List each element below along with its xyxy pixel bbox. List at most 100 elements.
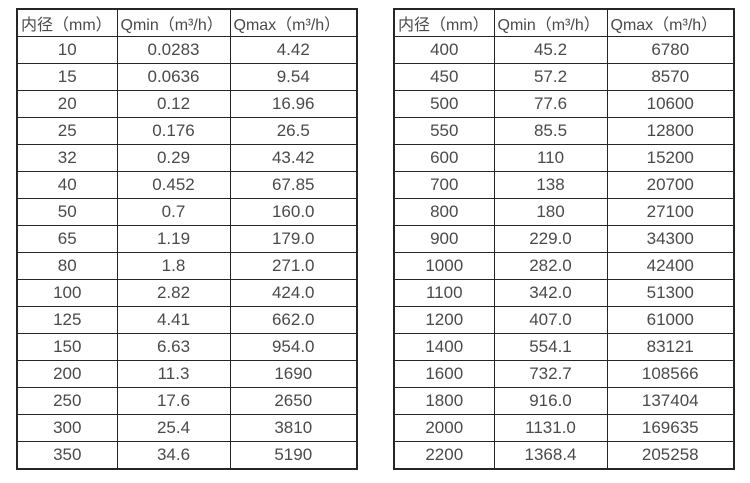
table-cell: 67.85 [229, 171, 358, 199]
table-cell: 25 [16, 117, 118, 145]
table-cell: 12800 [606, 117, 735, 145]
table-cell: 150 [16, 333, 118, 361]
table-cell: 0.7 [116, 198, 231, 226]
table-row: 10 0.0283 4.42 [16, 36, 358, 64]
table-cell: 160.0 [229, 198, 358, 226]
table-cell: 0.0636 [116, 63, 231, 91]
table-cell: 8570 [606, 63, 735, 91]
table-row: 1200 407.0 61000 [393, 306, 735, 334]
table-row: 900 229.0 34300 [393, 225, 735, 253]
table-row: 800 180 27100 [393, 198, 735, 226]
table-cell: 16.96 [229, 90, 358, 118]
table-row: 80 1.8 271.0 [16, 252, 358, 280]
table-cell: 250 [16, 387, 118, 415]
table-row: 40 0.452 67.85 [16, 171, 358, 199]
table-cell: 662.0 [229, 306, 358, 334]
table-cell: 180 [493, 198, 608, 226]
table-cell: 1690 [229, 360, 358, 388]
table-row: 450 57.2 8570 [393, 63, 735, 91]
table-cell: 169635 [606, 414, 735, 442]
table-row: 200 11.3 1690 [16, 360, 358, 388]
table-cell: 0.0283 [116, 36, 231, 64]
table-cell: 10600 [606, 90, 735, 118]
table-row: 1800 916.0 137404 [393, 387, 735, 415]
table-cell: 77.6 [493, 90, 608, 118]
table-cell: 600 [393, 144, 495, 172]
table-cell: 342.0 [493, 279, 608, 307]
table-row: 65 1.19 179.0 [16, 225, 358, 253]
table-cell: 51300 [606, 279, 735, 307]
table-cell: 61000 [606, 306, 735, 334]
table-cell: 1368.4 [493, 441, 608, 470]
table-cell: 100 [16, 279, 118, 307]
table-cell: 45.2 [493, 36, 608, 64]
table-row: 600 110 15200 [393, 144, 735, 172]
table-row: 150 6.63 954.0 [16, 333, 358, 361]
table-header-row: 内径（mm） Qmin（m³/h） Qmax（m³/h） [393, 8, 735, 37]
table-row: 15 0.0636 9.54 [16, 63, 358, 91]
table-cell: 1.8 [116, 252, 231, 280]
table-cell: 2000 [393, 414, 495, 442]
table-cell: 34300 [606, 225, 735, 253]
table-row: 700 138 20700 [393, 171, 735, 199]
table-cell: 0.12 [116, 90, 231, 118]
table-cell: 25.4 [116, 414, 231, 442]
table-cell: 138 [493, 171, 608, 199]
table-cell: 1100 [393, 279, 495, 307]
table-cell: 2.82 [116, 279, 231, 307]
table-cell: 700 [393, 171, 495, 199]
header-qmin: Qmin（m³/h） [493, 8, 608, 37]
table-cell: 20 [16, 90, 118, 118]
table-cell: 1200 [393, 306, 495, 334]
table-row: 1600 732.7 108566 [393, 360, 735, 388]
table-cell: 550 [393, 117, 495, 145]
header-inner-diameter: 内径（mm） [393, 8, 495, 37]
table-cell: 0.29 [116, 144, 231, 172]
table-cell: 15 [16, 63, 118, 91]
table-row: 350 34.6 5190 [16, 441, 358, 470]
table-row: 1400 554.1 83121 [393, 333, 735, 361]
table-row: 100 2.82 424.0 [16, 279, 358, 307]
flow-spec-table-large: 内径（mm） Qmin（m³/h） Qmax（m³/h） 400 45.2 6780… [393, 8, 735, 470]
table-cell: 900 [393, 225, 495, 253]
table-row: 2200 1368.4 205258 [393, 441, 735, 470]
table-cell: 110 [493, 144, 608, 172]
table-row: 300 25.4 3810 [16, 414, 358, 442]
table-cell: 5190 [229, 441, 358, 470]
table-cell: 85.5 [493, 117, 608, 145]
table-cell: 3810 [229, 414, 358, 442]
table-cell: 0.176 [116, 117, 231, 145]
table-cell: 9.54 [229, 63, 358, 91]
table-cell: 17.6 [116, 387, 231, 415]
table-cell: 108566 [606, 360, 735, 388]
table-cell: 43.42 [229, 144, 358, 172]
table-cell: 1800 [393, 387, 495, 415]
table-cell: 424.0 [229, 279, 358, 307]
table-cell: 137404 [606, 387, 735, 415]
table-cell: 200 [16, 360, 118, 388]
table-row: 32 0.29 43.42 [16, 144, 358, 172]
table-cell: 11.3 [116, 360, 231, 388]
table-row: 400 45.2 6780 [393, 36, 735, 64]
table-row: 50 0.7 160.0 [16, 198, 358, 226]
table-cell: 1.19 [116, 225, 231, 253]
table-row: 550 85.5 12800 [393, 117, 735, 145]
table-cell: 83121 [606, 333, 735, 361]
table-row: 125 4.41 662.0 [16, 306, 358, 334]
header-qmin: Qmin（m³/h） [116, 8, 231, 37]
table-cell: 6.63 [116, 333, 231, 361]
flow-spec-table-small: 内径（mm） Qmin（m³/h） Qmax（m³/h） 10 0.0283 4.4… [16, 8, 358, 470]
header-qmax: Qmax（m³/h） [229, 8, 358, 37]
header-inner-diameter: 内径（mm） [16, 8, 118, 37]
table-cell: 10 [16, 36, 118, 64]
table-cell: 26.5 [229, 117, 358, 145]
table-cell: 32 [16, 144, 118, 172]
table-cell: 800 [393, 198, 495, 226]
table-cell: 732.7 [493, 360, 608, 388]
table-cell: 300 [16, 414, 118, 442]
table-cell: 350 [16, 441, 118, 470]
table-cell: 1000 [393, 252, 495, 280]
table-cell: 42400 [606, 252, 735, 280]
table-cell: 1400 [393, 333, 495, 361]
table-cell: 50 [16, 198, 118, 226]
